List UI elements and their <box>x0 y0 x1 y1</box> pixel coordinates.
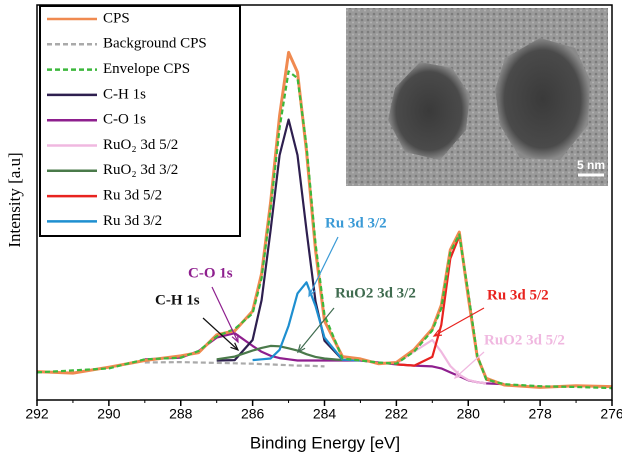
annotation-arrow <box>309 237 338 296</box>
annotation: Ru 3d 3/2 <box>325 215 387 231</box>
legend: CPS Background CPS Envelope CPS C-H 1s C-O 1… <box>40 6 240 236</box>
scale-label: 5 nm <box>577 158 605 172</box>
x-tick-label: 278 <box>528 406 552 422</box>
x-tick-label: 292 <box>25 406 49 422</box>
series-line <box>145 362 325 366</box>
x-tick-label: 290 <box>97 406 121 422</box>
y-axis-label: Intensity [a.u] <box>5 152 24 247</box>
annotation: RuO2 3d 5/2 <box>484 332 565 348</box>
legend-label: Background CPS <box>103 36 207 52</box>
x-tick-label: 282 <box>385 406 409 422</box>
x-tick-label: 284 <box>313 406 337 422</box>
legend-label: Ru 3d 5/2 <box>103 188 162 204</box>
x-tick-label: 280 <box>457 406 481 422</box>
x-axis-label: Binding Energy [eV] <box>250 433 400 452</box>
legend-label: C-H 1s <box>103 86 146 102</box>
annotation: C-H 1s <box>155 292 200 308</box>
annotation: RuO2 3d 3/2 <box>335 285 416 301</box>
legend-label: Envelope CPS <box>103 61 190 77</box>
legend-label: RuO₂ 3d 5/2 <box>103 137 178 153</box>
legend-label: C-O 1s <box>103 112 146 128</box>
x-tick-label: 288 <box>169 406 193 422</box>
legend-label: RuO₂ 3d 3/2 <box>103 162 178 178</box>
x-tick-label: 286 <box>241 406 265 422</box>
inset-image: 5 nm <box>346 8 608 186</box>
legend-label: Ru 3d 3/2 <box>103 213 162 229</box>
legend-label: CPS <box>103 10 130 26</box>
chart: 5 nm Binding Energy [eV] Intensity [a.u]… <box>0 0 622 456</box>
annotation: Ru 3d 5/2 <box>487 287 549 303</box>
annotation: C-O 1s <box>188 265 233 281</box>
x-tick-label: 276 <box>600 406 622 422</box>
